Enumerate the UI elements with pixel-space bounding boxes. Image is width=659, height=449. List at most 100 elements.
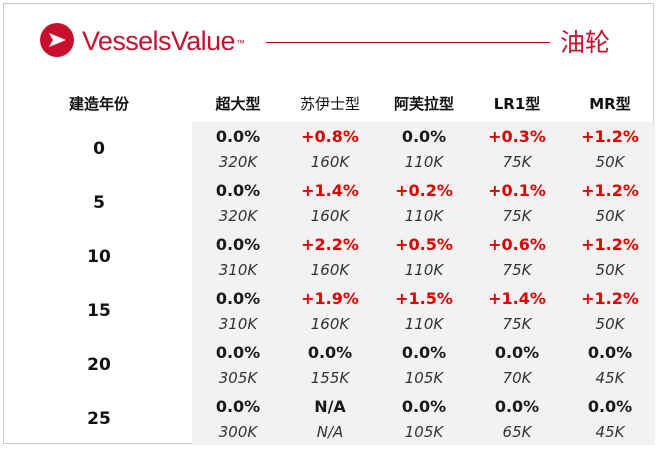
table-shaded-area <box>192 122 655 445</box>
table-cell: 0.0% 310K <box>192 284 284 338</box>
change-percent: +2.2% <box>301 235 359 254</box>
change-percent: +1.9% <box>301 289 359 308</box>
table-cell: +0.3% 75K <box>471 122 563 176</box>
table-cell: 0.0% 310K <box>192 230 284 284</box>
table-cell: +1.9% 160K <box>284 284 376 338</box>
vessel-value: 310K <box>218 315 258 333</box>
change-percent: +1.2% <box>581 235 639 254</box>
table-cell: 0.0% 110K <box>378 122 470 176</box>
page-title: 油轮 <box>560 28 611 57</box>
column-header: MR型 <box>589 95 631 113</box>
vessel-value: 65K <box>502 423 532 441</box>
build-age-label: 10 <box>87 247 111 267</box>
build-age-label: 25 <box>87 409 111 429</box>
table-cell: 0.0% 70K <box>471 338 563 392</box>
column-header: 阿芙拉型 <box>393 95 454 113</box>
table-cell: 0.0% 45K <box>564 392 656 446</box>
vessel-value: 45K <box>595 423 625 441</box>
change-percent: +1.5% <box>395 289 453 308</box>
change-percent: +0.3% <box>488 127 546 146</box>
vessel-value: 110K <box>404 207 444 225</box>
table-cell: +1.4% 75K <box>471 284 563 338</box>
table-cell: +1.4% 160K <box>284 176 376 230</box>
row-header-build-age: 建造年份 <box>68 95 129 113</box>
change-percent: 0.0% <box>215 235 261 254</box>
vessel-value: 160K <box>310 153 350 171</box>
change-percent: +1.4% <box>488 289 546 308</box>
column-header: LR1型 <box>493 95 541 113</box>
vessel-value: 75K <box>502 207 532 225</box>
table-cell: +0.8% 160K <box>284 122 376 176</box>
table-row: 10 0.0% 310K +2.2% 160K +0.5% 110K +0.6% 75K +1.2… <box>4 230 655 284</box>
change-percent: 0.0% <box>215 289 261 308</box>
change-percent: +0.5% <box>395 235 453 254</box>
change-percent: 0.0% <box>215 181 261 200</box>
table-cell: 0.0% 300K <box>192 392 284 446</box>
change-percent: 0.0% <box>307 343 353 362</box>
change-percent: +1.4% <box>301 181 359 200</box>
vessel-value: 320K <box>218 153 258 171</box>
vessel-value: 155K <box>310 369 350 387</box>
vessel-value: 70K <box>502 369 532 387</box>
vessel-value: 160K <box>310 315 350 333</box>
header-divider <box>266 42 550 43</box>
build-age-label: 0 <box>93 139 105 159</box>
change-percent: +1.2% <box>581 181 639 200</box>
brand-logo-text: VesselsValue™ <box>82 24 245 58</box>
table-cell: 0.0% 105K <box>378 392 470 446</box>
table-cell: +0.2% 110K <box>378 176 470 230</box>
table-row: 20 0.0% 305K 0.0% 155K 0.0% 105K 0.0% 70K 0.0% 45K <box>4 338 655 392</box>
change-percent: 0.0% <box>494 397 540 416</box>
table-row: 0 0.0% 320K +0.8% 160K 0.0% 110K +0.3% 75K +1.2% 5… <box>4 122 655 176</box>
vessel-value: 105K <box>404 423 444 441</box>
brand-trademark: ™ <box>235 38 245 48</box>
table-cell: +1.2% 50K <box>564 284 656 338</box>
change-percent: 0.0% <box>401 127 447 146</box>
change-percent: 0.0% <box>587 397 633 416</box>
vessel-value: 50K <box>595 153 625 171</box>
vessel-value: 305K <box>218 369 258 387</box>
table-row: 15 0.0% 310K +1.9% 160K +1.5% 110K +1.4% 75K +1.2… <box>4 284 655 338</box>
change-percent: 0.0% <box>401 397 447 416</box>
table-cell: 0.0% 320K <box>192 176 284 230</box>
vessel-value: 110K <box>404 261 444 279</box>
vessel-value: 75K <box>502 315 532 333</box>
table-cell: +2.2% 160K <box>284 230 376 284</box>
vessel-value: 320K <box>218 207 258 225</box>
vessel-value: N/A <box>316 423 344 441</box>
vessel-value: 75K <box>502 261 532 279</box>
vessel-value: 310K <box>218 261 258 279</box>
table-cell: +0.6% 75K <box>471 230 563 284</box>
table-row: 5 0.0% 320K +1.4% 160K +0.2% 110K +0.1% 75K +1.2%… <box>4 176 655 230</box>
vessel-value: 160K <box>310 261 350 279</box>
vessel-value: 160K <box>310 207 350 225</box>
table-cell: 0.0% 320K <box>192 122 284 176</box>
change-percent: +1.2% <box>581 127 639 146</box>
change-percent: 0.0% <box>401 343 447 362</box>
vessel-value: 50K <box>595 315 625 333</box>
change-percent: +0.8% <box>301 127 359 146</box>
table-cell: +1.2% 50K <box>564 122 656 176</box>
vessel-value: 45K <box>595 369 625 387</box>
table-cell: +1.2% 50K <box>564 230 656 284</box>
build-age-label: 15 <box>87 301 111 321</box>
table-cell: +1.5% 110K <box>378 284 470 338</box>
table-row: 25 0.0% 300K N/A N/A 0.0% 105K 0.0% 65K 0.0% 45K <box>4 392 655 446</box>
vessel-value: 50K <box>595 207 625 225</box>
report-card: VesselsValue™ 油轮 建造年份 超大型 苏伊士型 阿芙拉型 LR1型 MR型… <box>3 3 655 445</box>
change-percent: 0.0% <box>494 343 540 362</box>
table-cell: +0.5% 110K <box>378 230 470 284</box>
vessel-value: 300K <box>218 423 258 441</box>
header: VesselsValue™ 油轮 <box>4 4 655 84</box>
change-percent: 0.0% <box>215 397 261 416</box>
vessel-value: 105K <box>404 369 444 387</box>
change-percent: +0.6% <box>488 235 546 254</box>
valuation-table: 建造年份 超大型 苏伊士型 阿芙拉型 LR1型 MR型 0 0.0% 320K +0.8% 16… <box>4 84 655 445</box>
change-percent: +1.2% <box>581 289 639 308</box>
table-cell: 0.0% 155K <box>284 338 376 392</box>
build-age-label: 5 <box>93 193 105 213</box>
vessel-value: 110K <box>404 315 444 333</box>
change-percent: +0.1% <box>488 181 546 200</box>
vesselsvalue-logo-icon <box>40 23 74 57</box>
vessel-value: 110K <box>404 153 444 171</box>
